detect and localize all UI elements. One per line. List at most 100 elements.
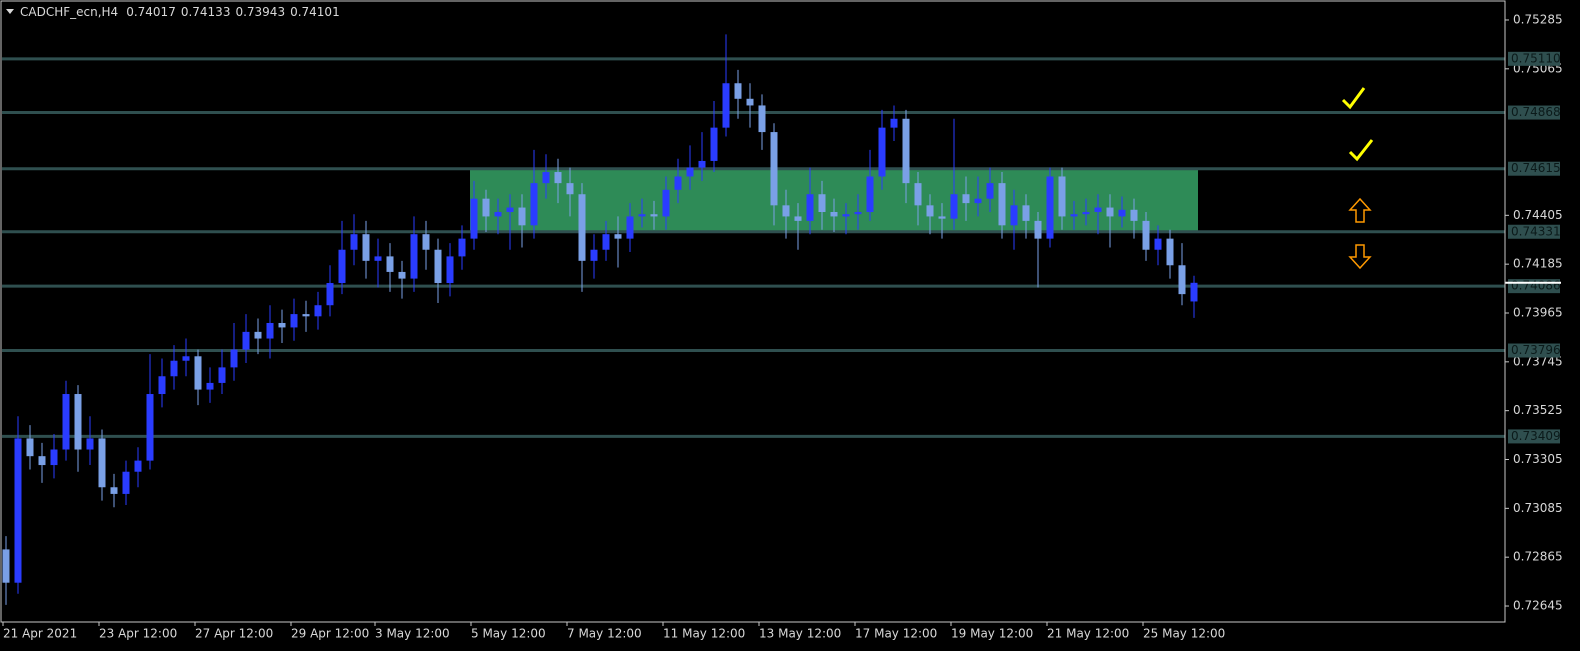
ohlc-open: 0.74017 [126, 5, 176, 19]
candle-body [494, 211, 502, 217]
candle-body [794, 216, 802, 221]
candle-body [1070, 214, 1078, 217]
level-label-box [1508, 105, 1560, 120]
candle-body [770, 132, 778, 206]
candle-body [470, 198, 478, 239]
candle-body [254, 331, 262, 339]
check-icon [1348, 139, 1374, 162]
candle-body [110, 487, 118, 494]
level-label: 0.74868 [1511, 105, 1561, 119]
candle-body [278, 322, 286, 328]
y-tick-label: 0.75285 [1513, 12, 1563, 26]
candle-body [1190, 282, 1198, 302]
level-label: 0.74331 [1511, 224, 1561, 238]
candle-body [962, 194, 970, 204]
candle-body [878, 127, 886, 177]
candle-body [674, 176, 682, 190]
level-label-box [1508, 51, 1560, 66]
candle-body [74, 394, 82, 450]
candle-body [686, 167, 694, 177]
candle-body [614, 234, 622, 239]
candle-body [182, 356, 190, 361]
x-tick-label: 17 May 12:00 [855, 627, 937, 641]
candle-body [98, 438, 106, 488]
candle-body [230, 349, 238, 368]
candle-body [626, 216, 634, 239]
candle-body [458, 238, 466, 257]
level-label-box [1508, 429, 1560, 444]
candle-body [170, 360, 178, 377]
x-tick-label: 13 May 12:00 [759, 627, 841, 641]
candle-body [362, 234, 370, 261]
candle-body [1142, 220, 1150, 250]
candle-body [1130, 209, 1138, 221]
candle-body [122, 471, 130, 494]
candle-body [638, 214, 646, 217]
candle-body [650, 214, 658, 217]
candle-body [842, 214, 850, 217]
y-tick-label: 0.73525 [1513, 403, 1563, 417]
candle-body [1010, 205, 1018, 226]
level-label: 0.75110 [1511, 51, 1561, 65]
levels-layer [2, 57, 1505, 438]
candle-body [14, 438, 22, 583]
x-tick-label: 7 May 12:00 [567, 627, 642, 641]
candle-body [314, 305, 322, 317]
candle-body [578, 194, 586, 261]
y-tick-label: 0.73305 [1513, 452, 1563, 466]
candles-layer [2, 34, 1198, 605]
candle-body [410, 234, 418, 279]
x-tick-label: 25 May 12:00 [1143, 627, 1225, 641]
candle-body [1154, 238, 1162, 250]
plot-frame [0, 0, 1506, 623]
candle-body [1106, 207, 1114, 217]
candle-body [266, 322, 274, 339]
candle-body [290, 314, 298, 328]
candle-body [38, 456, 46, 466]
candle-body [326, 283, 334, 306]
candle-body [830, 211, 838, 217]
candle-body [518, 207, 526, 226]
candle-body [590, 249, 598, 261]
candle-body [302, 314, 310, 317]
level-label-box [1508, 343, 1560, 358]
x-tick-label: 19 May 12:00 [951, 627, 1033, 641]
candle-body [902, 118, 910, 184]
level-label-box [1508, 161, 1560, 176]
y-tick-label: 0.73745 [1513, 354, 1563, 368]
candle-body [950, 194, 958, 219]
y-tick-label: 0.73085 [1513, 501, 1563, 515]
candle-body [698, 160, 706, 168]
axis-layer: 0.752850.750650.744050.741850.739650.737… [2, 12, 1563, 641]
candle-body [386, 256, 394, 272]
y-tick-label: 0.74185 [1513, 257, 1563, 271]
x-tick-label: 23 Apr 12:00 [99, 627, 177, 641]
x-tick-label: 11 May 12:00 [663, 627, 745, 641]
candle-body [350, 234, 358, 250]
y-tick-label: 0.72865 [1513, 550, 1563, 564]
candle-body [998, 183, 1006, 226]
down-arrow-icon [1348, 244, 1372, 270]
candle-body [662, 189, 670, 217]
menu-triangle[interactable] [6, 9, 14, 14]
y-tick-label: 0.73965 [1513, 305, 1563, 319]
candle-body [398, 271, 406, 279]
ohlc-low: 0.73943 [235, 5, 285, 19]
candle-body [422, 234, 430, 250]
x-tick-label: 27 Apr 12:00 [195, 627, 273, 641]
x-tick-label: 5 May 12:00 [471, 627, 546, 641]
up-arrow-icon [1348, 197, 1372, 223]
check-icon [1341, 87, 1366, 110]
candle-body [866, 176, 874, 212]
candle-body [818, 194, 826, 212]
candle-body [806, 194, 814, 221]
candle-body [542, 172, 550, 184]
candle-body [734, 83, 742, 99]
level-label: 0.73796 [1511, 343, 1561, 357]
level-label: 0.74086 [1511, 279, 1561, 293]
candle-body [890, 118, 898, 128]
candle-body [374, 256, 382, 261]
candle-body [602, 234, 610, 250]
